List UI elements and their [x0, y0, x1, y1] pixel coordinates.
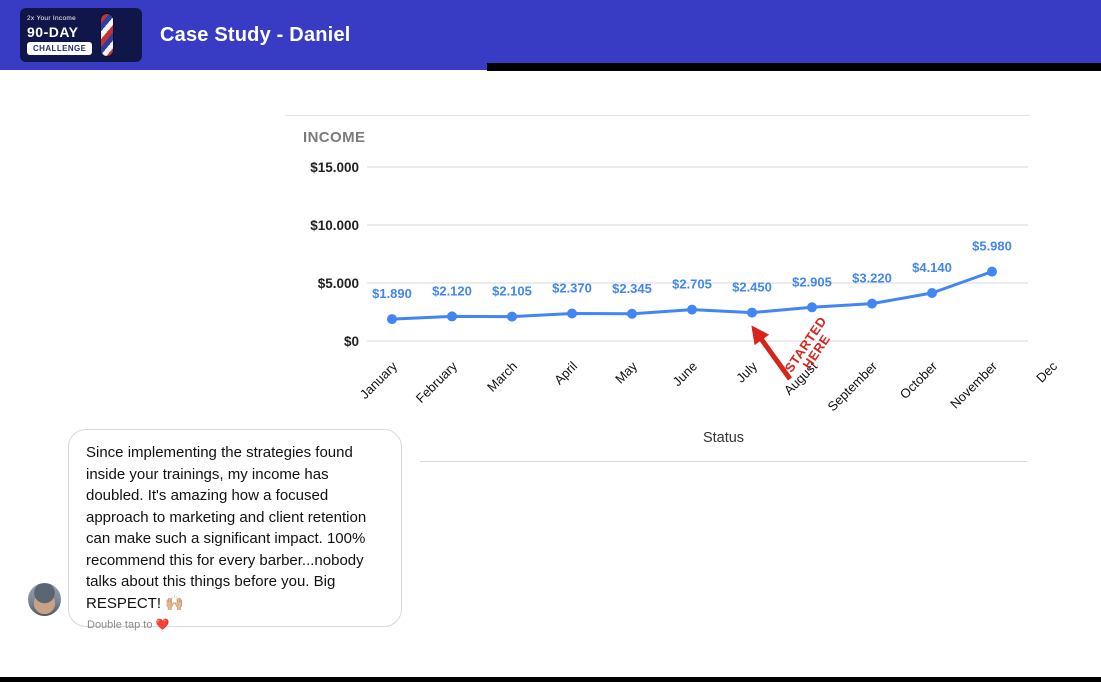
income-line-chart: $0 $5.000 $10.000 $15.000 January February Mar… — [310, 160, 1060, 414]
svg-text:June: June — [670, 359, 701, 390]
svg-text:$5.000: $5.000 — [318, 276, 359, 291]
svg-text:$4.140: $4.140 — [912, 260, 952, 275]
avatar[interactable] — [28, 583, 61, 616]
svg-text:February: February — [413, 358, 461, 406]
page-title: Case Study - Daniel — [160, 23, 351, 46]
svg-text:$2.705: $2.705 — [672, 277, 712, 292]
logo-badge: CHALLENGE — [27, 42, 93, 55]
svg-text:October: October — [897, 358, 941, 402]
dark-divider-strip — [487, 63, 1101, 71]
status-row: Status — [420, 427, 1027, 462]
svg-text:$15.000: $15.000 — [310, 160, 359, 175]
heart-icon: ❤️ — [155, 619, 170, 631]
chart-top-border — [285, 115, 1030, 116]
svg-text:Dec: Dec — [1033, 358, 1060, 385]
app-header: 2x Your Income 90-DAY CHALLENGE Case Stu… — [0, 0, 1101, 70]
double-tap-text: Double tap to — [87, 619, 153, 631]
status-label: Status — [702, 430, 745, 446]
svg-text:$5.980: $5.980 — [972, 239, 1012, 254]
double-tap-hint: Double tap to ❤️ — [87, 618, 169, 631]
svg-text:March: March — [484, 359, 520, 395]
svg-text:May: May — [612, 358, 640, 386]
svg-text:$2.345: $2.345 — [612, 281, 652, 296]
income-chart: INCOME $0 $5.000 $10.000 $15.000 January Febr… — [285, 115, 1090, 433]
logo-text: 2x Your Income 90-DAY CHALLENGE — [27, 15, 93, 55]
svg-text:$0: $0 — [344, 334, 359, 349]
testimonial-bubble[interactable]: Since implementing the strategies found … — [68, 429, 402, 627]
logo-tagline: 2x Your Income — [27, 15, 77, 22]
barber-pole-icon — [100, 13, 115, 57]
svg-text:$2.370: $2.370 — [552, 281, 592, 296]
svg-text:$2.120: $2.120 — [432, 283, 472, 298]
svg-text:$3.220: $3.220 — [852, 271, 892, 286]
svg-text:$1.890: $1.890 — [372, 286, 412, 301]
chart-title: INCOME — [303, 129, 366, 146]
svg-text:January: January — [357, 358, 401, 402]
bottom-bar — [0, 677, 1101, 682]
svg-text:April: April — [551, 358, 580, 387]
svg-text:$10.000: $10.000 — [310, 218, 359, 233]
svg-text:September: September — [825, 358, 881, 414]
logo-title: 90-DAY — [27, 24, 79, 40]
svg-text:$2.105: $2.105 — [492, 284, 532, 299]
testimonial-text: Since implementing the strategies found … — [86, 444, 367, 612]
svg-text:$2.450: $2.450 — [732, 280, 772, 295]
started-here-arrow-icon — [751, 325, 793, 381]
svg-text:$2.905: $2.905 — [792, 274, 832, 289]
challenge-logo: 2x Your Income 90-DAY CHALLENGE — [20, 8, 142, 62]
svg-text:November: November — [947, 358, 1000, 411]
